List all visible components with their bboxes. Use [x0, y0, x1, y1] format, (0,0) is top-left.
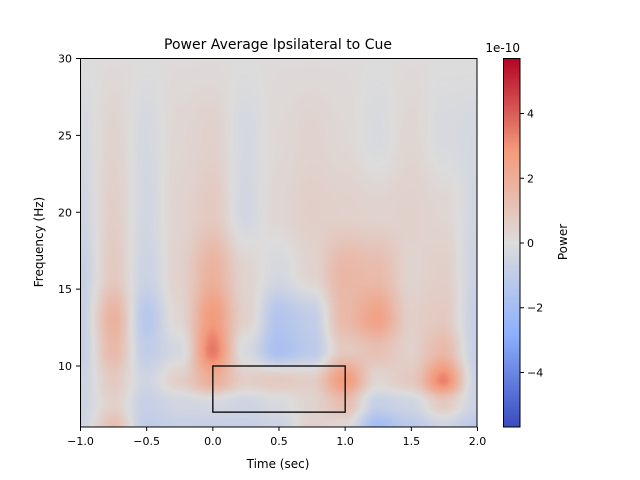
colorbar-scale-label: 1e-10 — [485, 41, 520, 55]
y-tick-label: 25 — [58, 129, 72, 142]
y-tick-label: 10 — [58, 360, 72, 373]
colorbar — [503, 58, 520, 427]
chart-title: Power Average Ipsilateral to Cue — [164, 37, 392, 53]
x-tick-label: −0.5 — [133, 435, 160, 448]
colorbar-label: Power — [556, 224, 570, 260]
x-tick-label: 0.0 — [204, 435, 222, 448]
y-tick-label: 15 — [58, 283, 72, 296]
x-tick-label: 1.0 — [336, 435, 354, 448]
x-tick-label: 0.5 — [270, 435, 288, 448]
colorbar-tick-label: 2 — [527, 172, 534, 185]
y-tick-label: 30 — [58, 53, 72, 66]
colorbar-tick-label: −4 — [527, 366, 543, 379]
colorbar-tick-label: 0 — [527, 237, 534, 250]
roi-rectangle — [212, 365, 346, 413]
plot-frame — [80, 58, 478, 428]
colorbar-tick-label: 4 — [527, 108, 534, 121]
x-tick-label: 1.5 — [403, 435, 421, 448]
colorbar-frame — [503, 58, 521, 428]
y-tick-label: 20 — [58, 206, 72, 219]
x-axis-label: Time (sec) — [246, 457, 310, 471]
y-axis-label: Frequency (Hz) — [32, 197, 46, 288]
x-tick-label: 2.0 — [469, 435, 487, 448]
colorbar-tick-label: −2 — [527, 302, 543, 315]
x-tick-label: −1.0 — [67, 435, 94, 448]
